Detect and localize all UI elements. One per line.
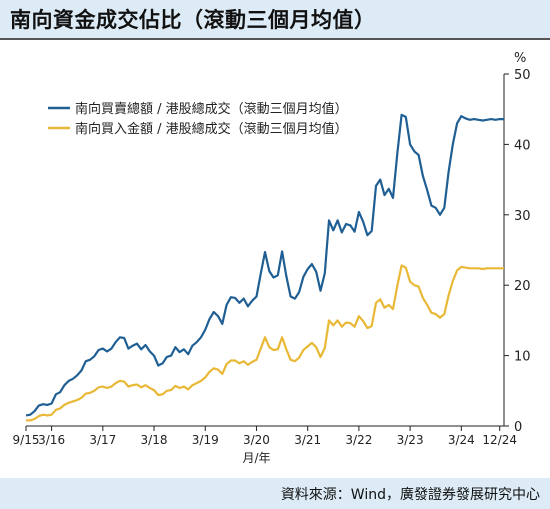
chart-area: 0 10 20 30 40 50% 9/15 3/16 3/17 3/18 3/19 3/20 3/21… <box>0 40 550 478</box>
x-tick-label: 3/17 <box>89 433 116 447</box>
y-tick-label: 30 <box>514 209 531 224</box>
y-tick-label: 10 <box>514 350 531 365</box>
x-tick-label: 3/21 <box>294 433 321 447</box>
series-line-2 <box>26 264 504 422</box>
title-divider <box>0 38 550 40</box>
x-tick-label: 3/19 <box>192 433 219 447</box>
y-tick-label: 20 <box>514 279 531 294</box>
footer-bar <box>0 478 550 509</box>
x-axis-label: 月/年 <box>242 451 270 465</box>
x-tick-label: 3/18 <box>141 433 168 447</box>
x-tick-label: 9/15 <box>13 433 40 447</box>
series-line-1 <box>25 113 504 417</box>
y-tick-label: 50 <box>514 68 531 83</box>
x-tick-label: 3/16 <box>38 433 65 447</box>
x-tick-label: 12/24 <box>482 433 517 447</box>
legend-label-2: 南向買入金額 / 港股總成交（滾動三個月均值） <box>75 121 348 137</box>
legend-label-1: 南向買賣總額 / 港股總成交（滾動三個月均值） <box>75 101 348 117</box>
x-tick-label: 3/23 <box>397 433 424 447</box>
x-tick-label: 3/20 <box>243 433 270 447</box>
y-tick-label: 0 <box>514 420 522 435</box>
title-bar <box>0 0 550 38</box>
line-chart: 0 10 20 30 40 50% 9/153/16 3/17 3/18 3/19 3/20 3/21… <box>13 51 531 465</box>
y-axis-unit: % <box>514 51 526 66</box>
x-tick-label: 3/24 <box>448 433 475 447</box>
source-note: 資料來源：Wind，廣發證券發展研究中心 <box>280 487 540 503</box>
y-tick-label: 40 <box>514 138 531 153</box>
x-tick-label: 3/22 <box>345 433 372 447</box>
chart-title: 南向資金成交佔比（滾動三個月均值） <box>10 7 376 32</box>
